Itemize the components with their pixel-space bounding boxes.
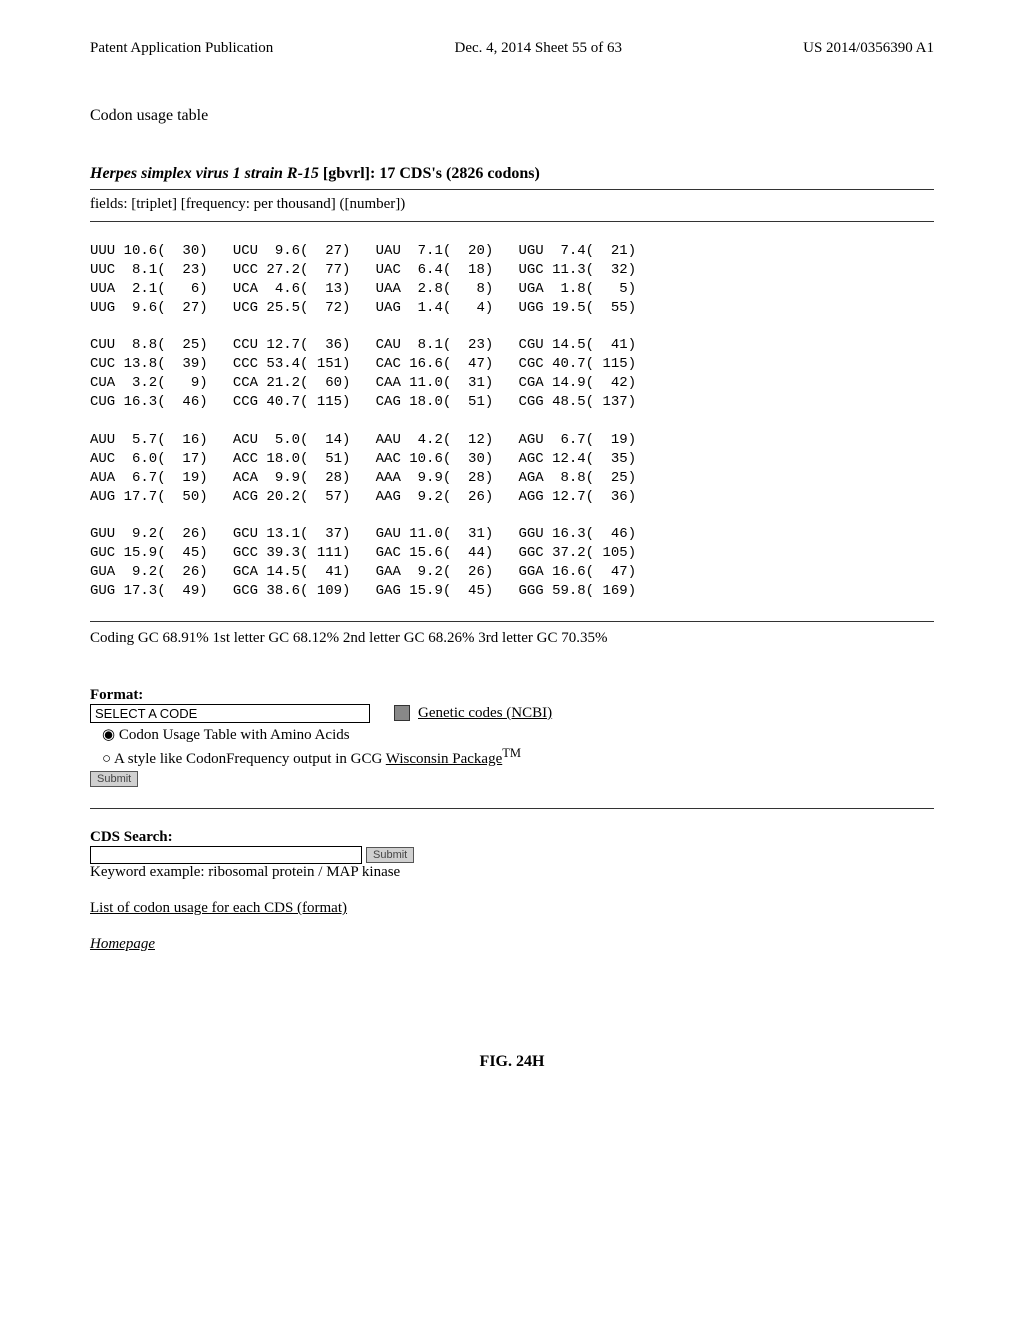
cds-submit-button[interactable]: Submit: [366, 847, 414, 863]
radio-codon-usage-aa[interactable]: ◉ Codon Usage Table with Amino Acids: [102, 725, 934, 744]
organism-suffix: [gbvrl]: 17 CDS's (2826 codons): [319, 165, 540, 182]
figure-caption: FIG. 24H: [90, 1053, 934, 1071]
wisconsin-package-link[interactable]: Wisconsin Package: [386, 751, 502, 767]
code-select[interactable]: SELECT A CODE: [90, 704, 370, 723]
keyword-example: Keyword example: ribosomal protein / MAP…: [90, 864, 934, 881]
fields-legend: fields: [triplet] [frequency: per thousa…: [90, 189, 934, 222]
organism-line: Herpes simplex virus 1 strain R-15 [gbvr…: [90, 165, 934, 183]
radio-unselected-icon: ○: [102, 751, 114, 767]
homepage-link[interactable]: Homepage: [90, 936, 155, 952]
divider: [90, 808, 934, 809]
fields-legend-text: fields: [triplet] [frequency: per thousa…: [90, 196, 405, 212]
cds-search-label: CDS Search:: [90, 829, 934, 846]
format-label: Format:: [90, 687, 934, 704]
radio-selected-icon: ◉: [102, 727, 119, 743]
page-header: Patent Application Publication Dec. 4, 2…: [90, 40, 934, 57]
format-submit-button[interactable]: Submit: [90, 771, 138, 787]
gc-summary: Coding GC 68.91% 1st letter GC 68.12% 2n…: [90, 621, 934, 647]
header-left: Patent Application Publication: [90, 40, 273, 57]
radio2-prefix: A style like CodonFrequency output in GC…: [114, 751, 386, 767]
list-cds-link[interactable]: List of codon usage for each CDS (format…: [90, 900, 347, 916]
header-center: Dec. 4, 2014 Sheet 55 of 63: [454, 40, 621, 57]
radio1-label: Codon Usage Table with Amino Acids: [119, 727, 350, 743]
cds-search-section: CDS Search: Submit Keyword example: ribo…: [90, 829, 934, 953]
codon-usage-table: UUU 10.6( 30) UCU 9.6( 27) UAU 7.1( 20) …: [90, 242, 934, 601]
radio-gcg-style[interactable]: ○ A style like CodonFrequency output in …: [102, 746, 934, 768]
format-section: Format: SELECT A CODE Genetic codes (NCB…: [90, 687, 934, 788]
link-icon: [394, 705, 410, 721]
genetic-codes-link[interactable]: Genetic codes (NCBI): [418, 705, 552, 721]
trademark-symbol: TM: [502, 746, 521, 760]
organism-name: Herpes simplex virus 1 strain R-15: [90, 165, 319, 182]
section-title: Codon usage table: [90, 107, 934, 125]
header-right: US 2014/0356390 A1: [803, 40, 934, 57]
cds-search-input[interactable]: [90, 846, 362, 864]
